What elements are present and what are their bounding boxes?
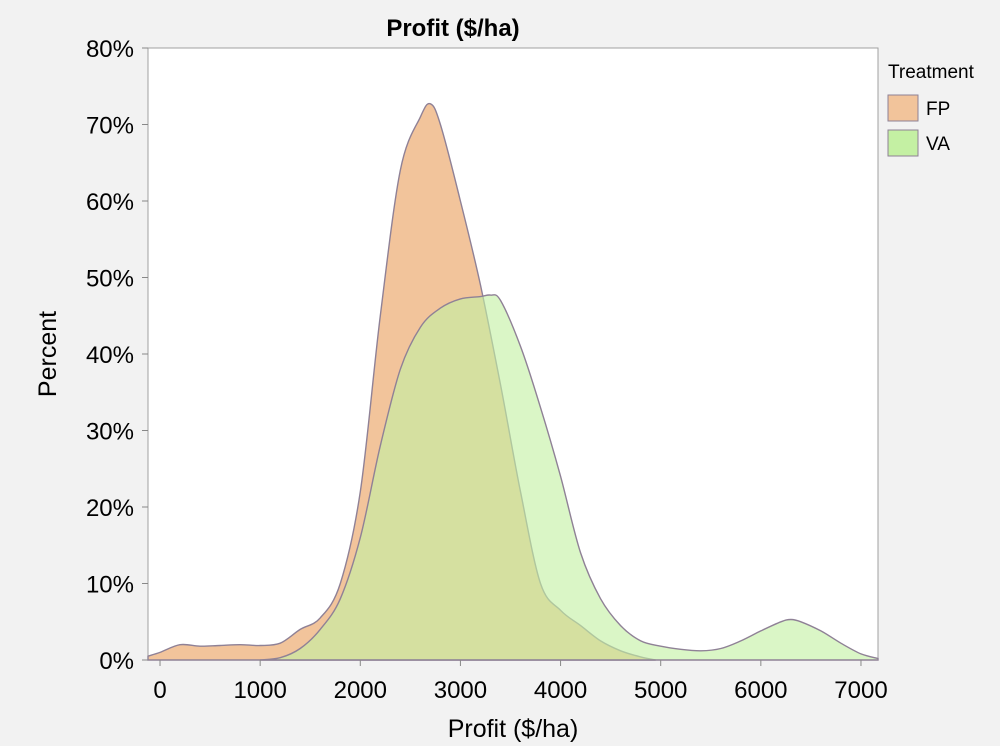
x-tick-label: 5000 bbox=[634, 677, 687, 704]
y-tick-label: 70% bbox=[86, 113, 134, 140]
x-tick-label: 6000 bbox=[734, 677, 787, 704]
x-tick-label: 1000 bbox=[233, 677, 286, 704]
y-tick-label: 30% bbox=[86, 419, 134, 446]
y-tick-label: 40% bbox=[86, 342, 134, 369]
legend-label-fp: FP bbox=[926, 99, 950, 120]
x-tick-label: 4000 bbox=[534, 677, 587, 704]
legend-label-va: VA bbox=[926, 134, 950, 155]
y-tick-label: 50% bbox=[86, 266, 134, 293]
y-axis-title: Percent bbox=[34, 311, 62, 397]
y-tick-label: 0% bbox=[99, 648, 134, 675]
x-axis: 0 1000 2000 3000 4000 5000 6000 7000 bbox=[153, 660, 888, 704]
legend-title: Treatment bbox=[888, 62, 975, 83]
legend-swatch-fp bbox=[887, 94, 919, 122]
x-tick-label: 2000 bbox=[334, 677, 387, 704]
series-area-va bbox=[260, 294, 879, 661]
y-tick-label: 80% bbox=[86, 36, 134, 63]
y-tick-label: 20% bbox=[86, 495, 134, 522]
x-tick-label: 7000 bbox=[834, 677, 887, 704]
x-tick-label: 0 bbox=[153, 677, 166, 704]
legend: Treatment FP VA bbox=[887, 62, 975, 157]
legend-swatch-va bbox=[887, 129, 919, 157]
x-tick-label: 3000 bbox=[434, 677, 487, 704]
y-axis: 0% 10% 20% 30% 40% 50% 60% 70% 80% bbox=[86, 36, 148, 675]
y-tick-label: 60% bbox=[86, 189, 134, 216]
chart-title: Profit ($/ha) bbox=[386, 15, 519, 42]
x-axis-title: Profit ($/ha) bbox=[448, 715, 579, 743]
series-areas bbox=[147, 102, 879, 661]
y-tick-label: 10% bbox=[86, 572, 134, 599]
